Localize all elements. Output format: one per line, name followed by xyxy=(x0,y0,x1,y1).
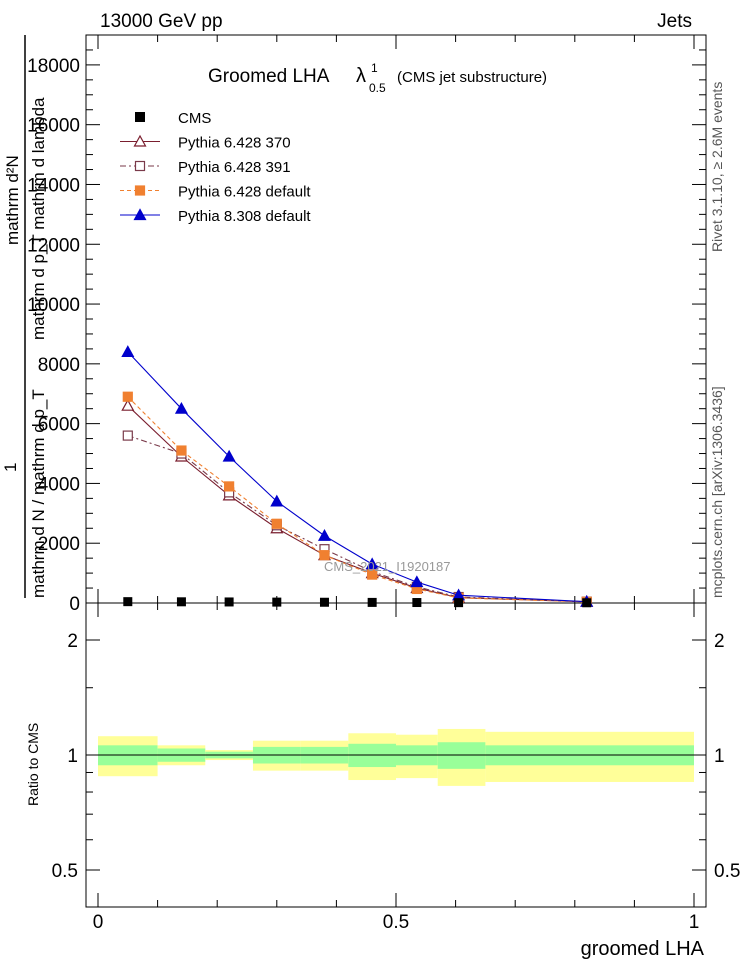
x-axis-label: groomed LHA xyxy=(581,938,705,960)
series-marker xyxy=(176,445,187,456)
chart-title: Groomed LHA λ 1 0.5 (CMS jet substructur… xyxy=(208,61,547,95)
y-tick-label: 6000 xyxy=(38,415,80,436)
series-marker xyxy=(270,494,284,507)
rivet-label: Rivet 3.1.10, ≥ 2.6M events xyxy=(709,82,725,252)
series-marker xyxy=(174,401,188,414)
series-line xyxy=(127,435,587,603)
mcplots-label: mcplots.cern.ch [arXiv:1306.3436] xyxy=(709,386,725,598)
ratio-tick-label-right: 2 xyxy=(714,631,725,652)
main-axis-ticks: 0 2000 4000 6000 8000 10000 12000 14000 16000 180… xyxy=(27,34,706,615)
legend-label: Pythia 6.428 default xyxy=(178,184,311,201)
title-symbol: λ xyxy=(356,65,366,87)
cms-point xyxy=(454,598,464,608)
series-marker xyxy=(410,575,424,588)
x-tick-label: 1 xyxy=(689,912,700,933)
cms-point xyxy=(319,597,329,607)
y-tick-label: 14000 xyxy=(27,175,80,196)
ylabel-top: mathrm d²N xyxy=(3,155,22,245)
series-marker xyxy=(134,185,146,196)
y-tick-label: 2000 xyxy=(38,534,80,555)
series-marker xyxy=(365,557,379,570)
series-marker xyxy=(222,449,236,462)
header-jets: Jets xyxy=(657,11,692,32)
cms-point xyxy=(582,598,592,608)
ratio-axis-ticks: 0 0.5 1 0.5 0.5 1 1 2 2 xyxy=(52,35,740,933)
title-main: Groomed LHA xyxy=(208,66,330,87)
series-marker xyxy=(224,481,235,492)
ratio-tick-label: 2 xyxy=(67,631,78,652)
y-tick-label: 4000 xyxy=(38,474,80,495)
series-pythia-6-428-391 xyxy=(122,430,592,607)
cms-point xyxy=(412,598,422,608)
ratio-inner-band xyxy=(437,742,486,769)
legend-cms-label: CMS xyxy=(178,110,211,127)
series-marker xyxy=(122,430,133,441)
series-marker xyxy=(319,550,330,561)
series-marker xyxy=(317,528,331,541)
cms-data-points xyxy=(123,597,592,608)
analysis-watermark: CMS_2021_I1920187 xyxy=(324,559,451,574)
y-tick-label: 12000 xyxy=(27,235,80,256)
y-tick-label: 0 xyxy=(69,594,80,615)
x-tick-label: 0.5 xyxy=(383,912,409,933)
series-marker xyxy=(134,160,146,172)
ratio-tick-label: 1 xyxy=(67,746,78,767)
legend-label: Pythia 8.308 default xyxy=(178,208,311,225)
cms-point xyxy=(367,597,377,607)
series-pythia-6-428-370 xyxy=(121,398,594,607)
ylabel-bot: mathrm d N / mathrm d p_T xyxy=(29,389,48,598)
series-marker xyxy=(121,345,135,357)
series-pythia-6-428-default xyxy=(122,391,592,607)
series-marker xyxy=(367,569,378,580)
ratio-y-axis-label: Ratio to CMS xyxy=(25,723,41,806)
title-note: (CMS jet substructure) xyxy=(397,69,547,86)
ratio-tick-label: 0.5 xyxy=(52,861,78,882)
ylabel-one: 1 xyxy=(1,463,20,472)
main-y-axis-label: mathrm d²N mathrm d p_T mathrm d lambda … xyxy=(1,35,48,598)
y-tick-label: 16000 xyxy=(27,116,80,137)
series-marker xyxy=(133,134,147,147)
ratio-uncertainty-bands xyxy=(98,728,694,786)
legend-label: Pythia 6.428 391 xyxy=(178,159,291,176)
x-tick-label: 0 xyxy=(93,912,104,933)
cms-point xyxy=(123,597,133,607)
header-energy: 13000 GeV pp xyxy=(100,11,223,32)
ylabel-mid: mathrm d p_T mathrm d lambda xyxy=(29,97,48,340)
series-marker xyxy=(271,518,282,529)
y-tick-label: 8000 xyxy=(38,355,80,376)
series-marker xyxy=(121,398,135,411)
y-tick-label: 18000 xyxy=(27,56,80,77)
title-sup: 1 xyxy=(371,61,378,75)
cms-point xyxy=(224,597,234,607)
y-tick-label: 10000 xyxy=(27,295,80,316)
title-sub: 0.5 xyxy=(369,81,386,95)
legend-cms-marker xyxy=(135,112,145,122)
cms-point xyxy=(272,597,282,607)
legend-label: Pythia 6.428 370 xyxy=(178,135,291,152)
legend: CMS Pythia 6.428 370 Pythia 6.428 391 Pythi… xyxy=(120,110,311,225)
series-marker xyxy=(133,208,147,221)
ratio-tick-label-right: 0.5 xyxy=(714,861,740,882)
series-marker xyxy=(122,391,133,402)
cms-point xyxy=(176,597,186,607)
ratio-tick-label-right: 1 xyxy=(714,746,725,767)
